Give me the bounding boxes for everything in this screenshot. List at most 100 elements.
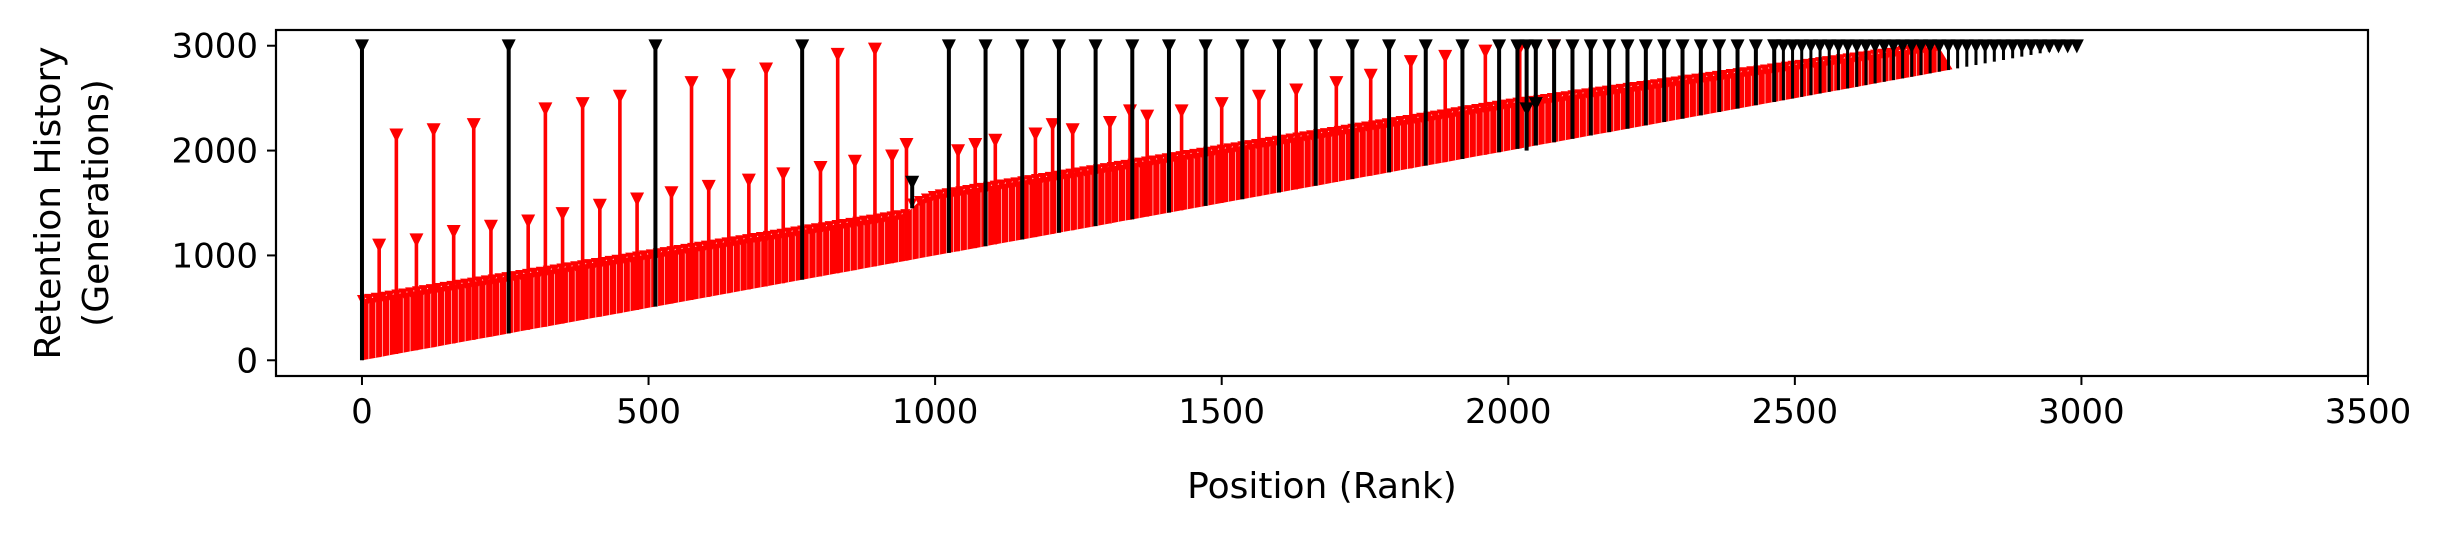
red-stem-marker bbox=[630, 192, 645, 207]
red-dense-marker bbox=[879, 212, 890, 223]
red-dense-marker bbox=[405, 287, 416, 298]
black-stem-marker bbox=[1510, 39, 1525, 54]
red-dense-marker bbox=[549, 264, 560, 275]
red-stem-marker bbox=[867, 42, 882, 57]
red-dense-marker bbox=[975, 182, 986, 193]
red-dense-marker bbox=[1299, 131, 1310, 142]
black-dense-stem-marker bbox=[1904, 39, 1919, 54]
red-stem-marker bbox=[538, 102, 553, 117]
black-stem-marker bbox=[1418, 39, 1433, 54]
black-dense-stem-marker bbox=[2060, 39, 2075, 54]
black-stem-marker bbox=[1638, 39, 1653, 54]
plot-frame bbox=[274, 28, 2370, 378]
red-dense-marker bbox=[480, 275, 491, 286]
black-dense-stem-marker bbox=[2014, 39, 2029, 54]
y-tick-label: 2000 bbox=[171, 132, 258, 172]
red-dense-marker bbox=[418, 285, 429, 296]
black-stem-marker bbox=[795, 39, 810, 54]
black-stem-marker bbox=[1620, 39, 1635, 54]
x-axis-ticks: 0 500 1000 1500 2000 2500 3000 3500 bbox=[351, 376, 2411, 432]
red-dense-marker bbox=[1746, 66, 1757, 77]
black-dense-stem-marker bbox=[1840, 39, 1855, 54]
red-stem-marker bbox=[1363, 68, 1378, 83]
red-stem-marker bbox=[1478, 44, 1493, 59]
red-dense-marker bbox=[1134, 157, 1145, 168]
red-dense-marker bbox=[1113, 160, 1124, 171]
red-dense-marker bbox=[563, 262, 574, 273]
red-dense-marker bbox=[1574, 89, 1585, 100]
red-stem-marker bbox=[612, 89, 627, 104]
red-dense-marker bbox=[1718, 69, 1729, 80]
red-dense-marker bbox=[1856, 51, 1867, 62]
red-stem-marker bbox=[1045, 118, 1060, 133]
red-dense-marker bbox=[996, 179, 1007, 190]
red-dense-marker bbox=[838, 218, 849, 229]
red-dense-marker bbox=[735, 235, 746, 246]
black-short-stem-marker bbox=[905, 175, 920, 190]
red-stem-marker bbox=[968, 137, 983, 152]
black-dense-stem-marker bbox=[1895, 39, 1910, 54]
red-dense-marker bbox=[1306, 130, 1317, 141]
red-dense-marker bbox=[824, 221, 835, 232]
y-axis-label-line1: Retention History bbox=[28, 46, 69, 359]
x-tick-label: 1000 bbox=[892, 392, 979, 432]
red-stem-marker bbox=[988, 133, 1003, 148]
red-dense-marker bbox=[859, 215, 870, 226]
black-short-stem-marker bbox=[1528, 97, 1543, 112]
red-dense-marker bbox=[1361, 121, 1372, 132]
black-dense-stem-marker bbox=[1978, 39, 1993, 54]
black-dense-stem-marker bbox=[1996, 39, 2011, 54]
black-stem-marker bbox=[1125, 39, 1140, 54]
red-stem-marker bbox=[1065, 123, 1080, 138]
red-dense-marker bbox=[1484, 101, 1495, 112]
black-stem-marker bbox=[941, 39, 956, 54]
red-stem-marker bbox=[1102, 115, 1117, 130]
red-dense-marker bbox=[810, 223, 821, 234]
red-stem-marker bbox=[1140, 109, 1155, 124]
red-dense-marker bbox=[1670, 76, 1681, 87]
x-tick-label: 3500 bbox=[2325, 392, 2412, 432]
red-stem-marker bbox=[951, 144, 966, 159]
red-stem-marker bbox=[1289, 83, 1304, 98]
red-dense-marker bbox=[934, 189, 945, 200]
red-dense-marker bbox=[625, 252, 636, 263]
red-dense-marker bbox=[508, 271, 519, 282]
red-dense-marker bbox=[1505, 98, 1516, 109]
red-dense-marker bbox=[1120, 159, 1131, 170]
red-dense-marker bbox=[1079, 166, 1090, 177]
red-dense-marker bbox=[460, 278, 471, 289]
red-dense-marker bbox=[804, 224, 815, 235]
y-tick-label: 3000 bbox=[171, 27, 258, 67]
black-dense-stem-marker bbox=[2005, 39, 2020, 54]
red-dense-marker bbox=[893, 210, 904, 221]
red-stem-marker bbox=[446, 225, 461, 240]
red-stem-marker bbox=[847, 154, 862, 169]
red-dense-marker bbox=[1691, 73, 1702, 84]
black-stem-marker bbox=[1235, 39, 1250, 54]
black-dense-stem-marker bbox=[1913, 39, 1928, 54]
red-dense-marker bbox=[1319, 128, 1330, 139]
red-dense-marker bbox=[1450, 107, 1461, 118]
red-dense-marker bbox=[914, 195, 925, 206]
black-stem-marker bbox=[1693, 39, 1708, 54]
black-stem-marker bbox=[1382, 39, 1397, 54]
red-stem-marker bbox=[575, 97, 590, 112]
red-dense-marker bbox=[1285, 133, 1296, 144]
red-stem-marker bbox=[664, 186, 679, 201]
red-stem-marker bbox=[426, 123, 441, 138]
red-dense-marker bbox=[1801, 58, 1812, 69]
black-stem-marker bbox=[1345, 39, 1360, 54]
red-dense-marker bbox=[680, 243, 691, 254]
black-dense-stem-marker bbox=[2033, 39, 2048, 54]
red-dense-marker bbox=[1264, 136, 1275, 147]
black-stem-marker bbox=[1547, 39, 1562, 54]
black-stem-marker bbox=[1051, 39, 1066, 54]
red-stem-marker bbox=[701, 179, 716, 194]
red-dense-marker bbox=[845, 217, 856, 228]
red-dense-marker bbox=[1636, 81, 1647, 92]
red-stem-marker bbox=[555, 207, 570, 222]
red-dense-marker bbox=[962, 185, 973, 196]
red-dense-marker bbox=[1196, 147, 1207, 158]
x-tick-label: 0 bbox=[351, 392, 373, 432]
red-dense-marker bbox=[645, 249, 656, 260]
